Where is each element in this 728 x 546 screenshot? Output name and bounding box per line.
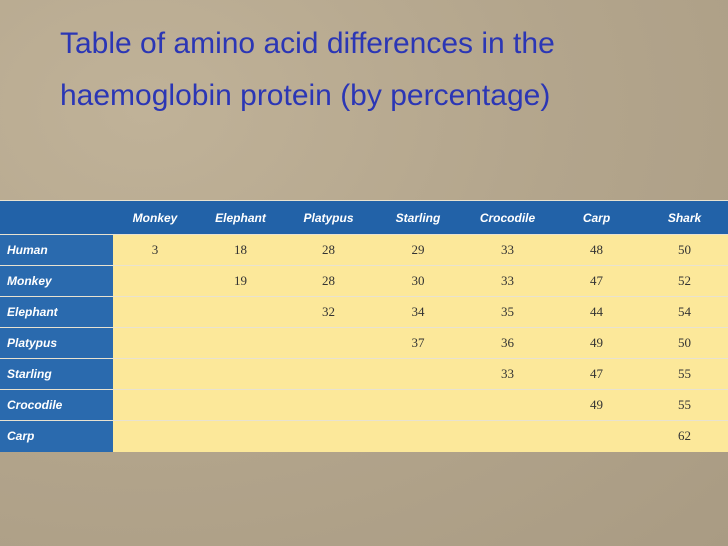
table-cell: 36 — [463, 327, 552, 359]
column-header: Crocodile — [463, 200, 552, 235]
table-cell: 50 — [641, 327, 728, 359]
table-row: Elephant 32 34 35 44 54 — [0, 296, 728, 328]
empty-cell — [113, 420, 197, 452]
empty-cell — [284, 327, 373, 359]
data-table: Monkey Elephant Platypus Starling Crocodile C… — [0, 200, 728, 452]
table-cell: 49 — [552, 389, 641, 421]
empty-cell — [113, 358, 197, 390]
empty-cell — [284, 420, 373, 452]
empty-cell — [197, 327, 284, 359]
empty-cell — [284, 389, 373, 421]
row-label: Carp — [0, 420, 113, 452]
table-cell: 55 — [641, 389, 728, 421]
table-cell: 33 — [463, 358, 552, 390]
empty-cell — [113, 265, 197, 297]
table-cell: 29 — [373, 234, 463, 266]
row-label: Monkey — [0, 265, 113, 297]
table-cell: 3 — [113, 234, 197, 266]
table-cell: 28 — [284, 265, 373, 297]
table-cell: 48 — [552, 234, 641, 266]
column-header: Carp — [552, 200, 641, 235]
table-cell: 32 — [284, 296, 373, 328]
empty-cell — [197, 358, 284, 390]
empty-cell — [113, 389, 197, 421]
empty-cell — [463, 420, 552, 452]
table-row: Starling 33 47 55 — [0, 358, 728, 390]
empty-cell — [373, 358, 463, 390]
table-cell: 47 — [552, 265, 641, 297]
empty-cell — [113, 327, 197, 359]
row-label: Starling — [0, 358, 113, 390]
empty-cell — [197, 296, 284, 328]
table-row: Carp 62 — [0, 420, 728, 452]
table-cell: 55 — [641, 358, 728, 390]
table-cell: 19 — [197, 265, 284, 297]
slide-title: Table of amino acid differences in the h… — [60, 27, 555, 112]
row-label: Crocodile — [0, 389, 113, 421]
column-header: Shark — [641, 200, 728, 235]
table-cell: 34 — [373, 296, 463, 328]
column-header: Starling — [373, 200, 463, 235]
table-cell: 52 — [641, 265, 728, 297]
empty-cell — [373, 420, 463, 452]
table-cell: 33 — [463, 234, 552, 266]
table-cell: 50 — [641, 234, 728, 266]
table-row: Human 3 18 28 29 33 48 50 — [0, 234, 728, 266]
table-row: Platypus 37 36 49 50 — [0, 327, 728, 359]
column-header: Monkey — [113, 200, 197, 235]
column-header: Platypus — [284, 200, 373, 235]
table-row: Monkey 19 28 30 33 47 52 — [0, 265, 728, 297]
empty-cell — [197, 389, 284, 421]
table-cell: 54 — [641, 296, 728, 328]
row-label: Human — [0, 234, 113, 266]
table-cell: 30 — [373, 265, 463, 297]
table-cell: 44 — [552, 296, 641, 328]
table-body: Human 3 18 28 29 33 48 50 Monkey 19 28 30 33 47 52 Elep… — [0, 234, 728, 452]
row-label: Elephant — [0, 296, 113, 328]
table-cell: 35 — [463, 296, 552, 328]
corner-cell — [0, 200, 113, 235]
table-cell: 62 — [641, 420, 728, 452]
table-cell: 47 — [552, 358, 641, 390]
empty-cell — [373, 389, 463, 421]
table-cell: 28 — [284, 234, 373, 266]
empty-cell — [197, 420, 284, 452]
table-cell: 18 — [197, 234, 284, 266]
empty-cell — [463, 389, 552, 421]
table-row: Crocodile 49 55 — [0, 389, 728, 421]
table-cell: 49 — [552, 327, 641, 359]
empty-cell — [552, 420, 641, 452]
table-cell: 33 — [463, 265, 552, 297]
empty-cell — [113, 296, 197, 328]
header-row: Monkey Elephant Platypus Starling Crocodile C… — [0, 200, 728, 235]
column-header: Elephant — [197, 200, 284, 235]
row-label: Platypus — [0, 327, 113, 359]
table-cell: 37 — [373, 327, 463, 359]
empty-cell — [284, 358, 373, 390]
